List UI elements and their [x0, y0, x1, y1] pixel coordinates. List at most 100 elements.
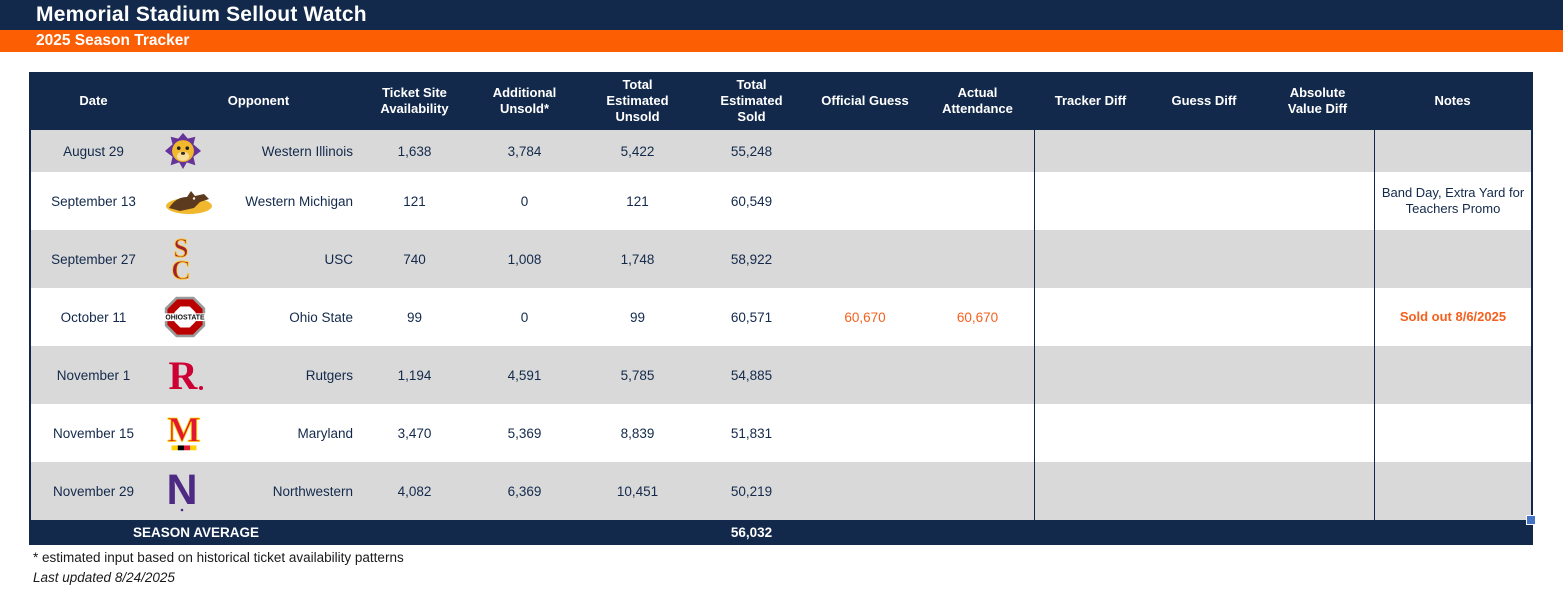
total-estimated-sold-cell: 60,571	[730, 309, 773, 325]
column-header-total-estimated-sold: Total Estimated Sold	[720, 76, 783, 125]
sellout-tracker-table: Date Opponent Ticket Site Availability A…	[29, 72, 1536, 545]
date-cell: November 29	[52, 483, 135, 499]
total-estimated-unsold-cell: 99	[629, 309, 646, 325]
ticket-site-availability-cell: 3,470	[397, 425, 432, 441]
opponent-cell: N Northwestern	[156, 462, 361, 520]
svg-text:R: R	[169, 355, 199, 395]
column-header-official-guess: Official Guess	[821, 92, 909, 108]
column-header-notes: Notes	[1434, 92, 1471, 108]
table-row: November 29 N Northwestern 4,082 6,369 10,451…	[31, 462, 1531, 520]
guess-diff-cell	[1147, 346, 1261, 404]
guess-diff-cell	[1147, 462, 1261, 520]
guess-diff-cell	[1147, 404, 1261, 462]
total-estimated-sold-cell: 55,248	[730, 143, 773, 159]
table-header-row: Date Opponent Ticket Site Availability A…	[31, 72, 1531, 130]
total-estimated-unsold-cell: 1,748	[620, 251, 655, 267]
table-row: November 1 R Rutgers 1,194 4,591 5,785 54,885	[31, 346, 1531, 404]
ticket-site-availability-cell: 740	[403, 251, 426, 267]
additional-unsold-cell: 1,008	[507, 251, 542, 267]
actual-attendance-cell: 60,670	[956, 309, 999, 325]
notes-cell	[1374, 462, 1531, 520]
ticket-site-availability-cell: 1,638	[397, 143, 432, 159]
opponent-cell: M Maryland	[156, 404, 361, 462]
table-row: September 13 Western Michigan 121 0 121 60,54…	[31, 172, 1531, 230]
svg-text:M: M	[167, 410, 200, 450]
season-average-row: SEASON AVERAGE 56,032	[31, 520, 1531, 545]
notes-cell: Sold out 8/6/2025	[1374, 288, 1531, 346]
actual-attendance-cell	[921, 130, 1034, 172]
season-average-sold-value: 56,032	[730, 525, 773, 540]
column-header-opponent: Opponent	[227, 92, 290, 108]
tracker-diff-cell	[1034, 172, 1147, 230]
total-estimated-unsold-cell: 8,839	[620, 425, 655, 441]
official-guess-cell	[809, 230, 921, 288]
additional-unsold-cell: 0	[520, 193, 529, 209]
actual-attendance-cell	[921, 172, 1034, 230]
official-guess-cell	[809, 404, 921, 462]
ticket-site-availability-cell: 121	[403, 193, 426, 209]
tracker-diff-cell	[1034, 462, 1147, 520]
absolute-value-diff-cell	[1261, 462, 1374, 520]
title-bar: Memorial Stadium Sellout Watch	[0, 0, 1563, 30]
subtitle-bar: 2025 Season Tracker	[0, 30, 1563, 52]
tracker-diff-cell	[1034, 404, 1147, 462]
guess-diff-cell	[1147, 230, 1261, 288]
tracker-diff-cell	[1034, 230, 1147, 288]
western-michigan-logo	[164, 178, 216, 224]
opponent-name: Western Michigan	[245, 193, 353, 209]
total-estimated-sold-cell: 50,219	[730, 483, 773, 499]
additional-unsold-cell: 4,591	[507, 367, 542, 383]
column-header-guess-diff: Guess Diff	[1171, 92, 1237, 108]
northwestern-logo: N	[164, 468, 216, 514]
season-average-label: SEASON AVERAGE	[132, 525, 260, 540]
date-cell: September 13	[51, 193, 136, 209]
column-header-date: Date	[79, 92, 108, 108]
ticket-site-availability-cell: 4,082	[397, 483, 432, 499]
opponent-name: Rutgers	[305, 367, 353, 383]
absolute-value-diff-cell	[1261, 404, 1374, 462]
opponent-name: USC	[324, 251, 353, 267]
absolute-value-diff-cell	[1261, 130, 1374, 172]
asterisk-footnote: * estimated input based on historical ti…	[33, 550, 404, 565]
opponent-name: Ohio State	[289, 309, 353, 325]
selection-fill-handle	[1526, 515, 1536, 525]
table-row: September 27 S C USC 740 1,008 1,748 58,922	[31, 230, 1531, 288]
total-estimated-sold-cell: 54,885	[730, 367, 773, 383]
actual-attendance-cell	[921, 346, 1034, 404]
rutgers-logo: R	[164, 352, 216, 398]
column-header-tracker-diff: Tracker Diff	[1054, 92, 1127, 108]
total-estimated-unsold-cell: 121	[626, 193, 649, 209]
additional-unsold-cell: 3,784	[507, 143, 542, 159]
date-cell: October 11	[60, 309, 127, 325]
svg-text:OHIOSTATE: OHIOSTATE	[165, 315, 205, 322]
opponent-name: Western Illinois	[261, 143, 353, 159]
absolute-value-diff-cell	[1261, 230, 1374, 288]
notes-cell: Band Day, Extra Yard for Teachers Promo	[1374, 172, 1531, 230]
page-subtitle: 2025 Season Tracker	[36, 32, 190, 49]
table-row: October 11 OHIOSTATE Ohio State 99 0 99 60,571…	[31, 288, 1531, 346]
date-cell: November 15	[52, 425, 135, 441]
absolute-value-diff-cell	[1261, 172, 1374, 230]
opponent-name: Northwestern	[272, 483, 353, 499]
official-guess-cell	[809, 172, 921, 230]
additional-unsold-cell: 5,369	[507, 425, 542, 441]
official-guess-cell	[809, 130, 921, 172]
svg-text:N: N	[166, 468, 197, 514]
additional-unsold-cell: 6,369	[507, 483, 542, 499]
tracker-diff-cell	[1034, 288, 1147, 346]
opponent-cell: Western Illinois	[156, 130, 361, 172]
total-estimated-unsold-cell: 5,785	[620, 367, 655, 383]
tracker-diff-cell	[1034, 346, 1147, 404]
western-illinois-logo	[164, 132, 216, 170]
maryland-logo: M	[164, 410, 216, 456]
column-header-ticket-site-availability: Ticket Site Availability	[380, 84, 449, 116]
notes-cell	[1374, 230, 1531, 288]
opponent-cell: Western Michigan	[156, 172, 361, 230]
svg-text:C: C	[171, 255, 191, 282]
opponent-cell: OHIOSTATE Ohio State	[156, 288, 361, 346]
date-cell: August 29	[63, 143, 124, 159]
table-row: August 29 Western Illinois 1,638 3,784 5,422…	[31, 130, 1531, 172]
actual-attendance-cell	[921, 230, 1034, 288]
additional-unsold-cell: 0	[520, 309, 529, 325]
